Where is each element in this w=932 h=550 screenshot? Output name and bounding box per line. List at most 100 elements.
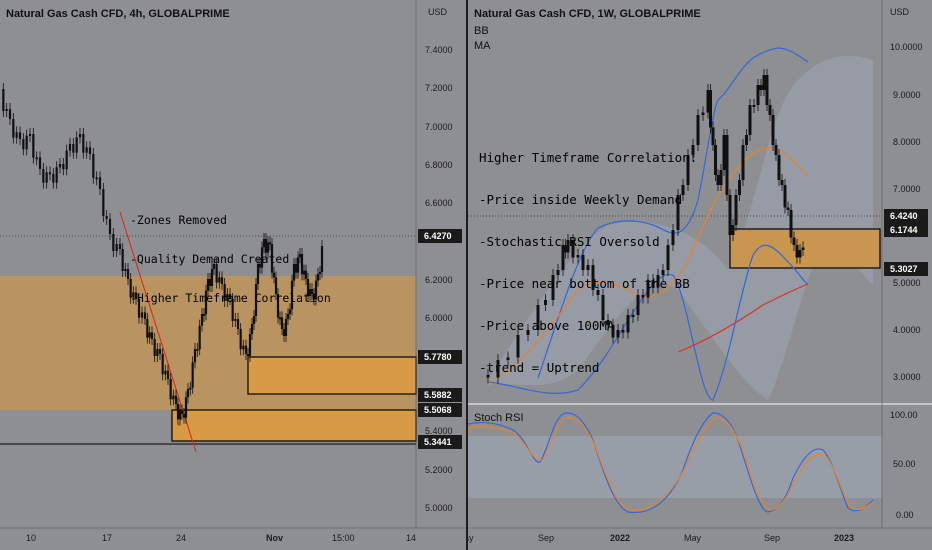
chart-title-4h: Natural Gas Cash CFD, 4h, GLOBALPRIME bbox=[6, 8, 230, 20]
candles-4h bbox=[2, 83, 324, 426]
candle-body bbox=[166, 370, 170, 379]
candle-body bbox=[765, 75, 769, 105]
y-tick: 8.0000 bbox=[893, 137, 921, 147]
candle-body bbox=[656, 275, 660, 288]
candle-body bbox=[276, 294, 280, 318]
pane-divider[interactable] bbox=[466, 0, 468, 550]
candle-body bbox=[551, 275, 555, 300]
candle-body bbox=[516, 335, 520, 358]
price-chart-4h[interactable]: USD 7.4000 7.2000 7.0000 6.8000 6.6000 6… bbox=[0, 0, 466, 550]
candle-body bbox=[671, 230, 675, 245]
candle-body bbox=[296, 257, 300, 273]
candle-body bbox=[792, 237, 796, 245]
candle-body bbox=[256, 264, 260, 284]
candle-body bbox=[789, 210, 793, 238]
stoch-k-line bbox=[468, 412, 874, 514]
price-chart-1w[interactable]: USD 10.0000 9.0000 8.0000 7.0000 5.0000 … bbox=[468, 0, 932, 550]
stoch-rsi-label[interactable]: Stoch RSI bbox=[474, 412, 524, 424]
candle-body bbox=[254, 284, 258, 316]
candle-body bbox=[725, 135, 729, 195]
y-tick: 5.0000 bbox=[893, 278, 921, 288]
candle-body bbox=[112, 234, 115, 251]
chart-pane-1w[interactable]: USD 10.0000 9.0000 8.0000 7.0000 5.0000 … bbox=[468, 0, 932, 550]
y-tick: 9.0000 bbox=[893, 90, 921, 100]
indicator-label-ma[interactable]: MA bbox=[474, 40, 491, 52]
note-line: -Price inside Weekly Demand bbox=[479, 192, 683, 207]
y-tick: 5.2000 bbox=[425, 465, 453, 475]
candle-body bbox=[783, 185, 787, 208]
candle-body bbox=[661, 270, 665, 275]
candle-body bbox=[272, 272, 276, 278]
weekly-demand-zone bbox=[729, 228, 881, 269]
x-tick: May bbox=[684, 533, 702, 543]
candle-body bbox=[178, 410, 182, 420]
candle-body bbox=[8, 109, 12, 119]
candle-body bbox=[196, 349, 199, 351]
candle-body bbox=[260, 247, 264, 268]
x-tick: 24 bbox=[176, 533, 186, 543]
svg-text:5.3441: 5.3441 bbox=[424, 437, 452, 447]
x-tick: 2022 bbox=[610, 533, 630, 543]
candle-body bbox=[759, 85, 763, 90]
indicator-label-bb[interactable]: BB bbox=[474, 25, 489, 37]
candle-body bbox=[234, 319, 237, 321]
candle-body bbox=[636, 295, 640, 315]
candle-body bbox=[768, 105, 772, 115]
candle-body bbox=[701, 112, 705, 115]
note-line: -Stochastic RSI Oversold bbox=[479, 234, 660, 249]
chart-pane-4h[interactable]: USD 7.4000 7.2000 7.0000 6.8000 6.6000 6… bbox=[0, 0, 466, 550]
svg-text:5.5882: 5.5882 bbox=[424, 390, 452, 400]
demand-zone-lower bbox=[171, 409, 417, 442]
candle-body bbox=[728, 195, 732, 235]
annotation-note-1w[interactable]: Higher Timeframe Correlation: -Price ins… bbox=[479, 123, 697, 403]
candle-body bbox=[741, 145, 745, 180]
y-tick: 4.0000 bbox=[893, 325, 921, 335]
candle-body bbox=[121, 249, 124, 271]
x-tick-partial: ay bbox=[468, 533, 474, 543]
candle-body bbox=[226, 294, 229, 301]
candle-body bbox=[161, 354, 164, 375]
candle-body bbox=[798, 250, 802, 258]
candle-body bbox=[586, 265, 590, 270]
price-tag-zone: 5.7780 bbox=[418, 350, 462, 364]
candle-body bbox=[95, 177, 98, 180]
candle-body bbox=[28, 134, 32, 136]
candle-body bbox=[716, 175, 720, 185]
annotation-note-4h[interactable]: -Zones Removed -Quality Demand Created -… bbox=[130, 188, 331, 331]
candle-body bbox=[18, 132, 22, 139]
candle-body bbox=[35, 157, 38, 160]
trendline[interactable] bbox=[119, 211, 197, 453]
candle-body bbox=[681, 185, 685, 195]
candle-body bbox=[282, 329, 286, 336]
candle-body bbox=[200, 314, 204, 326]
candle-body bbox=[212, 264, 216, 269]
candle-body bbox=[774, 145, 778, 155]
candle-body bbox=[108, 219, 112, 234]
candle-body bbox=[611, 325, 615, 338]
candle-body bbox=[646, 280, 650, 298]
candle-body bbox=[771, 115, 775, 145]
y-tick: 5.0000 bbox=[425, 503, 453, 513]
candle-body bbox=[78, 134, 82, 138]
candle-body bbox=[731, 225, 735, 235]
candle-body bbox=[158, 349, 162, 354]
candle-body bbox=[752, 105, 756, 107]
candle-body bbox=[115, 244, 118, 251]
candle-body bbox=[206, 279, 210, 291]
candle-body bbox=[526, 330, 530, 335]
y-tick: 3.0000 bbox=[893, 372, 921, 382]
candle-body bbox=[180, 410, 184, 414]
stoch-tick: 0.00 bbox=[896, 510, 914, 520]
stoch-d-line bbox=[468, 416, 874, 511]
candle-body bbox=[172, 395, 175, 400]
candle-body bbox=[318, 272, 322, 274]
candle-body bbox=[284, 319, 288, 336]
candle-body bbox=[62, 164, 65, 170]
candle-body bbox=[218, 277, 221, 283]
candle-body bbox=[786, 207, 790, 210]
candle-body bbox=[298, 254, 302, 258]
candle-body bbox=[193, 349, 197, 363]
candle-body bbox=[556, 270, 560, 275]
candle-body bbox=[666, 245, 670, 270]
candle-body bbox=[576, 255, 580, 258]
